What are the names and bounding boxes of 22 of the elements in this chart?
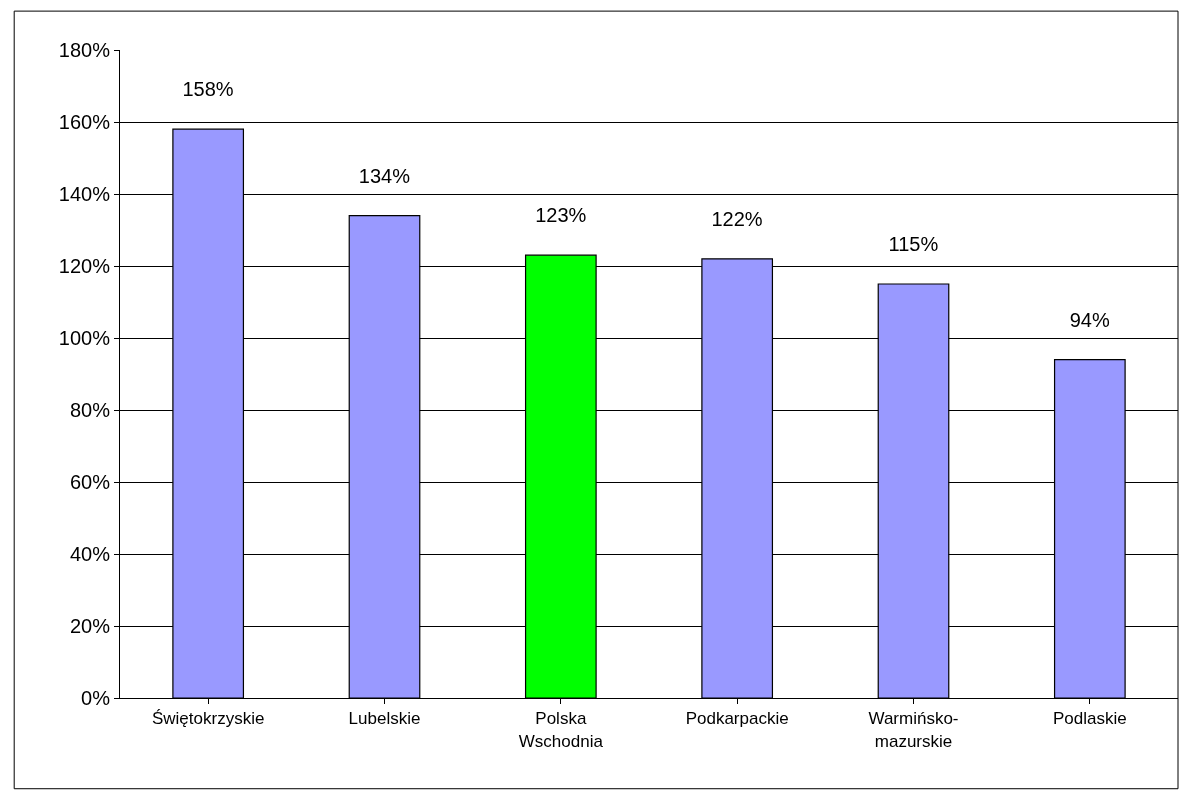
data-label: 122% — [711, 207, 763, 230]
y-tick-label: 0% — [81, 687, 111, 709]
x-tick-label: Podlaskie — [1052, 709, 1127, 729]
y-tick-label: 40% — [69, 543, 111, 565]
x-tick-label: Podkarpackie — [685, 709, 789, 729]
y-tick-label: 20% — [69, 615, 111, 637]
y-tick-label: 140% — [58, 183, 111, 205]
y-tick-label: 80% — [69, 399, 111, 421]
data-label: 115% — [888, 233, 939, 255]
x-tick-label: Polska Wschodnia — [518, 709, 604, 751]
y-tick-label: 100% — [58, 327, 111, 349]
x-tick-label: Lubelskie — [348, 709, 421, 729]
data-label: 123% — [535, 204, 587, 227]
data-label: 158% — [182, 78, 234, 101]
y-tick-label: 120% — [58, 255, 111, 277]
y-tick-label: 180% — [58, 39, 111, 61]
data-label: 134% — [358, 164, 411, 187]
y-tick-label: 160% — [58, 111, 111, 133]
data-label: 94% — [1069, 308, 1110, 331]
x-tick-label: Warmińsko-mazurskie — [868, 709, 959, 751]
x-tick-label: Świętokrzyskie — [151, 709, 265, 729]
y-tick-label: 60% — [69, 471, 111, 493]
